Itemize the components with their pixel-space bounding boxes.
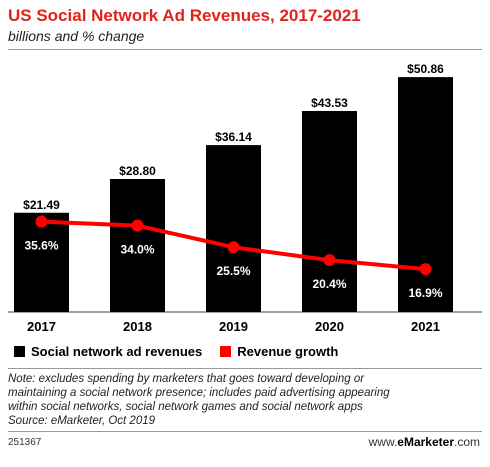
chart-id: 251367 — [8, 437, 42, 448]
x-tick-label: 2018 — [123, 319, 152, 334]
legend-swatch-black — [14, 346, 25, 357]
growth-point-2019 — [227, 241, 240, 254]
chart-title: US Social Network Ad Revenues, 2017-2021 — [8, 6, 361, 25]
bar-2021 — [398, 77, 453, 313]
growth-point-2018 — [131, 219, 144, 232]
footer-divider — [8, 431, 482, 432]
growth-point-2017 — [35, 215, 48, 228]
chart-legend: Social network ad revenues Revenue growt… — [14, 344, 356, 359]
legend-label-revenues: Social network ad revenues — [31, 344, 203, 359]
x-tick-label: 2020 — [315, 319, 344, 334]
note-line: within social networks, social network g… — [8, 401, 363, 413]
bar-value-label: $36.14 — [215, 130, 252, 144]
growth-value-label: 20.4% — [312, 277, 346, 291]
bar-line-chart: $21.49 2017 $28.80 2018 $36.14 2019 $43.53 2020… — [8, 62, 482, 334]
note-divider — [8, 368, 482, 369]
note-line: maintaining a social network presence; i… — [8, 387, 390, 399]
brand-prefix: www. — [368, 435, 398, 449]
source-line: Source: eMarketer, Oct 2019 — [8, 415, 156, 427]
legend-item-growth: Revenue growth — [220, 344, 338, 359]
bar-2018 — [110, 178, 165, 312]
bar-value-label: $50.86 — [407, 62, 444, 76]
bar-value-label: $21.49 — [23, 198, 60, 212]
growth-value-label: 35.6% — [24, 239, 58, 253]
x-tick-label: 2017 — [27, 319, 56, 334]
legend-label-growth: Revenue growth — [237, 344, 339, 359]
bar-value-label: $28.80 — [119, 164, 156, 178]
header-divider — [8, 49, 482, 50]
bar-value-label: $43.53 — [311, 96, 348, 110]
brand-suffix: .com — [453, 435, 480, 449]
note-line: Note: excludes spending by marketers tha… — [8, 373, 365, 385]
growth-point-2020 — [323, 254, 336, 267]
chart-subtitle: billions and % change — [8, 28, 145, 44]
x-tick-label: 2019 — [219, 319, 248, 334]
bar-2017 — [14, 212, 69, 312]
brand-link[interactable]: www.eMarketer.com — [369, 435, 480, 449]
growth-value-label: 34.0% — [120, 243, 154, 257]
legend-item-revenues: Social network ad revenues — [14, 344, 202, 359]
growth-point-2021 — [419, 263, 432, 276]
chart-note: Note: excludes spending by marketers tha… — [8, 372, 486, 428]
x-tick-label: 2021 — [411, 319, 440, 334]
growth-value-label: 25.5% — [216, 264, 250, 278]
bar-2020 — [302, 110, 357, 312]
legend-swatch-red — [220, 346, 232, 357]
brand-name: eMarketer — [397, 435, 454, 449]
growth-value-label: 16.9% — [408, 286, 442, 300]
bar-2019 — [206, 145, 261, 312]
